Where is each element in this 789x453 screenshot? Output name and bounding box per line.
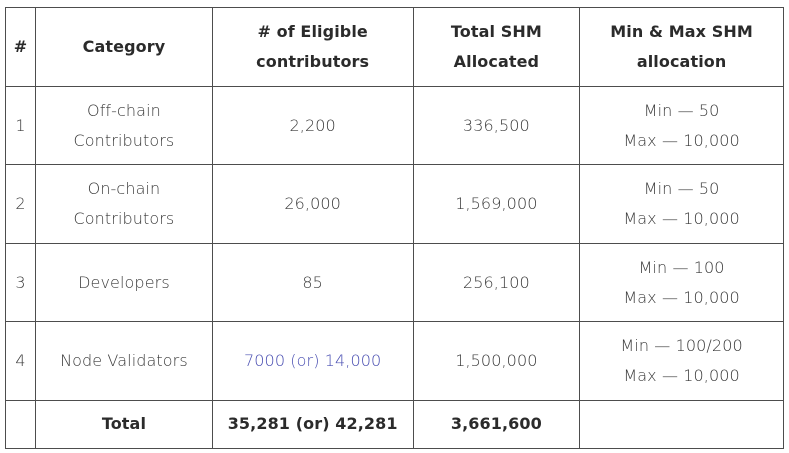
row-eligible: 2,200 <box>211 85 414 166</box>
table-header-row: # Category # of Eligible contributors To… <box>4 7 784 87</box>
row-num: 4 <box>4 321 37 401</box>
min-value: Min — 50 <box>643 100 720 120</box>
category-line-1: Off-chain <box>87 100 161 120</box>
row-eligible: 26,000 <box>211 164 414 244</box>
header-total-line-1: Total SHM <box>450 22 542 41</box>
row-total: 336,500 <box>412 85 581 166</box>
table-row: 3 Developers 85 256,100 Min — 100 Max — … <box>4 242 784 323</box>
header-eligible: # of Eligible contributors <box>211 7 414 87</box>
table-total-row: Total 35,281 (or) 42,281 3,661,600 <box>4 399 784 450</box>
table-row: 2 On-chain Contributors 26,000 1,569,000… <box>4 164 784 244</box>
table-row: 1 Off-chain Contributors 2,200 336,500 M… <box>4 85 784 166</box>
category-line-1: On-chain <box>87 179 161 199</box>
row-minmax: Min — 50 Max — 10,000 <box>579 85 784 166</box>
min-value: Min — 100/200 <box>620 335 743 355</box>
row-category: Off-chain Contributors <box>35 85 213 166</box>
row-total: 1,569,000 <box>412 164 581 244</box>
min-value: Min — 50 <box>643 179 720 199</box>
max-value: Max — 10,000 <box>623 209 740 229</box>
header-total: Total SHM Allocated <box>412 7 581 87</box>
node-validators-eligible-link[interactable]: 7000 (or) 14,000 <box>244 350 382 370</box>
row-category: Developers <box>35 242 213 323</box>
row-minmax: Min — 50 Max — 10,000 <box>579 164 784 244</box>
row-total: 256,100 <box>412 242 581 323</box>
table-row: 4 Node Validators 7000 (or) 14,000 1,500… <box>4 321 784 401</box>
category-line-2: Contributors <box>73 209 175 229</box>
header-eligible-line-1: # of Eligible <box>257 22 368 41</box>
row-category: Node Validators <box>35 321 213 401</box>
category-line-1: Node Validators <box>60 350 188 370</box>
row-category: On-chain Contributors <box>35 164 213 244</box>
header-total-line-2: Allocated <box>453 52 540 71</box>
category-line-1: Developers <box>78 272 170 292</box>
row-num: 2 <box>4 164 37 244</box>
min-value: Min — 100 <box>638 257 725 277</box>
header-minmax: Min & Max SHM allocation <box>579 7 784 87</box>
max-value: Max — 10,000 <box>623 287 740 307</box>
total-minmax-empty <box>579 399 784 450</box>
row-num: 1 <box>4 85 37 166</box>
row-total: 1,500,000 <box>412 321 581 401</box>
row-minmax: Min — 100 Max — 10,000 <box>579 242 784 323</box>
row-eligible: 7000 (or) 14,000 <box>211 321 414 401</box>
category-line-2: Contributors <box>73 130 175 150</box>
header-minmax-line-1: Min & Max SHM <box>610 22 753 41</box>
max-value: Max — 10,000 <box>623 365 740 385</box>
row-eligible: 85 <box>211 242 414 323</box>
header-minmax-line-2: allocation <box>636 52 727 71</box>
header-category: Category <box>35 7 213 87</box>
row-num: 3 <box>4 242 37 323</box>
allocation-table: # Category # of Eligible contributors To… <box>4 7 784 450</box>
total-num-empty <box>4 399 37 450</box>
total-eligible: 35,281 (or) 42,281 <box>211 399 414 450</box>
header-eligible-line-2: contributors <box>256 52 370 71</box>
total-label: Total <box>35 399 213 450</box>
header-num: # <box>4 7 37 87</box>
max-value: Max — 10,000 <box>623 130 740 150</box>
row-minmax: Min — 100/200 Max — 10,000 <box>579 321 784 401</box>
total-allocated: 3,661,600 <box>412 399 581 450</box>
